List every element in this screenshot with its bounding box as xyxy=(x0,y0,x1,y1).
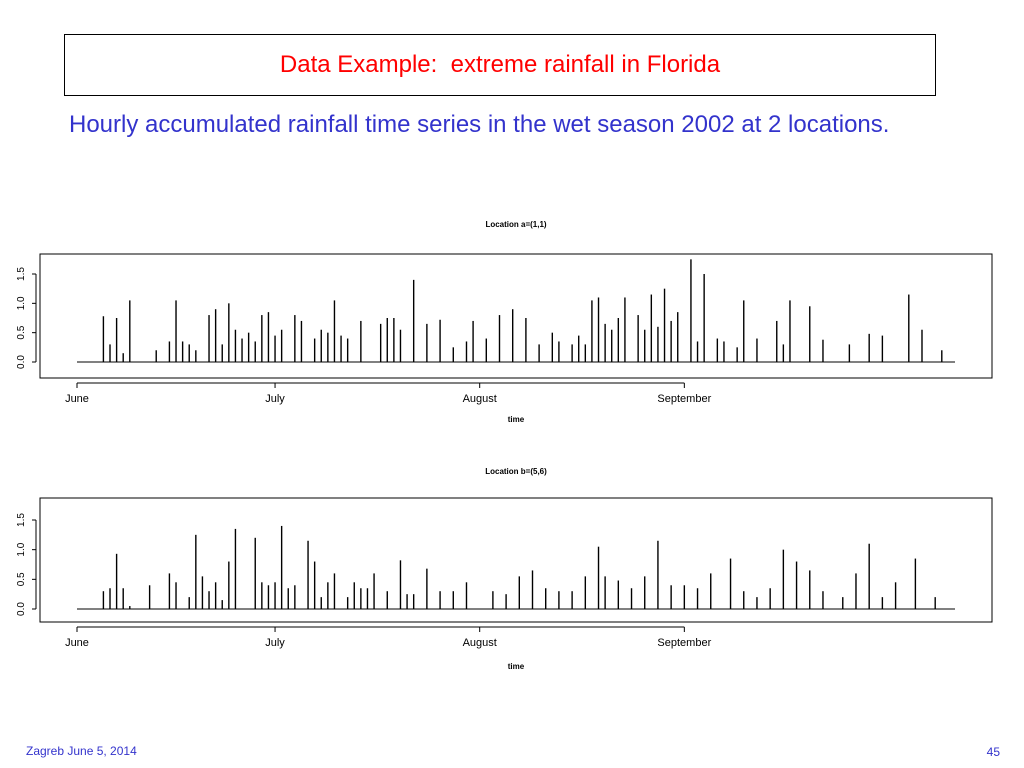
x-tick-label: June xyxy=(65,393,89,405)
page-number: 45 xyxy=(986,745,1000,759)
slide-title-box: Data Example: extreme rainfall in Florid… xyxy=(64,34,936,96)
x-tick-label: July xyxy=(265,393,285,405)
x-tick-label: August xyxy=(463,637,497,649)
plot-frame xyxy=(39,497,993,623)
x-tick-label: June xyxy=(65,637,89,649)
y-tick-label: 1.0 xyxy=(16,296,27,310)
slide-subtitle: Hourly accumulated rainfall time series … xyxy=(69,111,890,138)
chart-location-b: Location b=(5,6) 0.0 0.5 1.0 1.5 June July Au… xyxy=(16,467,993,671)
chart-location-a: Location a=(1,1) 0.0 0.5 1.0 1.5 June July Au… xyxy=(16,220,993,424)
y-tick-label: 1.5 xyxy=(16,513,27,527)
x-axis-label: time xyxy=(508,662,525,671)
x-tick-label: September xyxy=(657,637,711,649)
x-axis-label: time xyxy=(508,415,525,424)
y-tick-label: 0.5 xyxy=(16,572,27,586)
slide-title: Data Example: extreme rainfall in Florid… xyxy=(279,51,721,78)
chart-title: Location b=(5,6) xyxy=(485,467,547,476)
y-tick-label: 1.0 xyxy=(16,542,27,556)
y-tick-label: 0.0 xyxy=(16,355,27,369)
footer-venue-date: Zagreb June 5, 2014 xyxy=(26,744,137,758)
x-tick-label: September xyxy=(657,393,711,405)
plot-frame xyxy=(39,253,993,379)
x-tick-label: August xyxy=(463,393,497,405)
y-tick-label: 0.0 xyxy=(16,602,27,616)
chart-title: Location a=(1,1) xyxy=(485,220,546,229)
x-tick-label: July xyxy=(265,637,285,649)
y-tick-label: 1.5 xyxy=(16,267,27,281)
y-tick-label: 0.5 xyxy=(16,325,27,339)
